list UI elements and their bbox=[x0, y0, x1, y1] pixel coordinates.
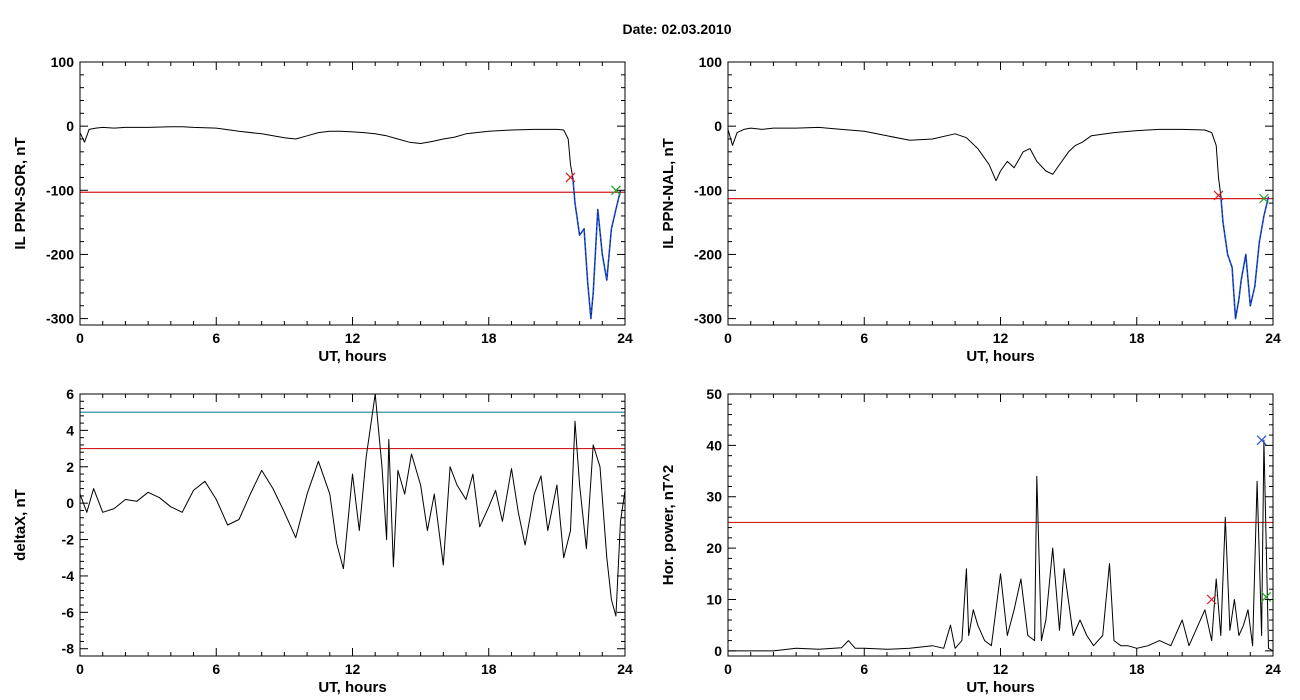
marker-stroke bbox=[1256, 435, 1267, 446]
marker-stroke bbox=[1258, 193, 1269, 204]
marker-red-x bbox=[1213, 190, 1224, 201]
x-tick-label: 0 bbox=[76, 330, 84, 346]
marker-green-x bbox=[610, 185, 621, 196]
series-line-highlight bbox=[572, 177, 622, 320]
chart-panel-hor_power: 0 6 12 18 24 0 10 20 30 40 50 UT, hours Hor. power, … bbox=[660, 386, 1281, 696]
x-tick-label: 12 bbox=[993, 330, 1009, 346]
x-tick-label: 18 bbox=[481, 661, 497, 677]
x-tick-label: 12 bbox=[345, 330, 361, 346]
x-tick-label: 0 bbox=[76, 661, 84, 677]
chart-panel-ppn_nal: 0 6 12 18 24 -300 -200 -100 0 100 UT, hours IL PPN-… bbox=[660, 54, 1281, 365]
y-tick-label: -100 bbox=[46, 182, 74, 198]
x-tick-label: 6 bbox=[860, 661, 868, 677]
x-tick-label: 18 bbox=[1129, 330, 1145, 346]
plot-data bbox=[728, 126, 1273, 320]
y-tick-label: -4 bbox=[62, 568, 75, 584]
y-tick-label: 50 bbox=[706, 386, 722, 402]
x-tick-label: 24 bbox=[617, 330, 633, 346]
y-axis-label: Hor. power, nT^2 bbox=[660, 465, 677, 585]
x-axis-label: UT, hours bbox=[966, 348, 1034, 365]
y-tick-label: 0 bbox=[714, 118, 722, 134]
date-title: Date: 02.03.2010 bbox=[623, 21, 732, 37]
y-tick-label: 4 bbox=[66, 422, 74, 438]
x-axis-label: UT, hours bbox=[318, 348, 386, 365]
y-tick-label: 100 bbox=[699, 54, 723, 70]
x-tick-label: 24 bbox=[1265, 661, 1281, 677]
y-axis-label: IL PPN-SOR, nT bbox=[12, 137, 29, 249]
plot-data bbox=[728, 439, 1273, 652]
x-tick-label: 0 bbox=[724, 330, 732, 346]
y-tick-label: 0 bbox=[66, 118, 74, 134]
x-tick-label: 18 bbox=[481, 330, 497, 346]
y-tick-label: 20 bbox=[706, 540, 722, 556]
marker-red-x bbox=[1206, 594, 1217, 605]
x-tick-label: 12 bbox=[993, 661, 1009, 677]
y-tick-label: -6 bbox=[62, 604, 75, 620]
series-line-black bbox=[1215, 145, 1222, 196]
y-axis-label: IL PPN-NAL, nT bbox=[660, 138, 677, 249]
x-tick-label: 6 bbox=[212, 330, 220, 346]
y-tick-label: -8 bbox=[62, 641, 75, 657]
y-tick-label: 0 bbox=[714, 643, 722, 659]
series-line-black bbox=[728, 126, 1217, 182]
x-axis-label: UT, hours bbox=[966, 679, 1034, 696]
y-tick-label: -100 bbox=[694, 182, 722, 198]
marker-stroke bbox=[1213, 190, 1224, 201]
y-tick-label: -300 bbox=[694, 311, 722, 327]
series-line-overlay bbox=[1220, 195, 1269, 319]
series-line-highlight bbox=[1220, 195, 1270, 320]
marker-stroke bbox=[1206, 594, 1217, 605]
x-tick-label: 0 bbox=[724, 661, 732, 677]
x-tick-label: 24 bbox=[1265, 330, 1281, 346]
marker-green-x bbox=[1258, 193, 1269, 204]
plot-data bbox=[80, 394, 625, 617]
series-line-black bbox=[80, 394, 625, 617]
x-tick-label: 6 bbox=[860, 330, 868, 346]
x-axis-label: UT, hours bbox=[318, 679, 386, 696]
y-tick-label: 30 bbox=[706, 489, 722, 505]
y-tick-label: 10 bbox=[706, 591, 722, 607]
marker-green-x bbox=[1261, 591, 1272, 602]
plot-frame bbox=[79, 393, 626, 657]
marker-stroke bbox=[610, 185, 621, 196]
y-tick-label: 100 bbox=[51, 54, 75, 70]
y-axis-label: deltaX, nT bbox=[12, 489, 29, 561]
y-tick-label: 2 bbox=[66, 459, 74, 475]
series-line-black bbox=[567, 138, 574, 178]
plot-frame bbox=[727, 61, 1274, 326]
series-line-overlay bbox=[572, 177, 621, 319]
y-tick-label: 6 bbox=[66, 386, 74, 402]
marker-stroke bbox=[1261, 591, 1272, 602]
series-line-black bbox=[728, 439, 1273, 652]
plot-frame bbox=[79, 61, 626, 326]
x-tick-label: 6 bbox=[212, 661, 220, 677]
marker-blue-x bbox=[1256, 435, 1267, 446]
series-line-black bbox=[80, 126, 569, 144]
chart-panel-ppn_sor: 0 6 12 18 24 -300 -200 -100 0 100 UT, hours IL PPN-… bbox=[12, 54, 633, 365]
marker-stroke bbox=[565, 172, 576, 183]
y-tick-label: 0 bbox=[66, 495, 74, 511]
plot-frame bbox=[727, 393, 1274, 657]
y-tick-label: 40 bbox=[706, 437, 722, 453]
y-tick-label: -300 bbox=[46, 311, 74, 327]
x-tick-label: 24 bbox=[617, 661, 633, 677]
y-tick-label: -200 bbox=[46, 246, 74, 262]
marker-red-x bbox=[565, 172, 576, 183]
y-tick-label: -2 bbox=[62, 532, 75, 548]
x-tick-label: 12 bbox=[345, 661, 361, 677]
y-tick-label: -200 bbox=[694, 246, 722, 262]
plot-data bbox=[80, 126, 625, 320]
x-tick-label: 18 bbox=[1129, 661, 1145, 677]
